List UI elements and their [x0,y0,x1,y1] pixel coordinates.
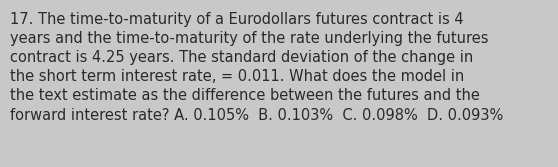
Text: 17. The time-to-maturity of a Eurodollars futures contract is 4
years and the ti: 17. The time-to-maturity of a Eurodollar… [10,12,503,123]
